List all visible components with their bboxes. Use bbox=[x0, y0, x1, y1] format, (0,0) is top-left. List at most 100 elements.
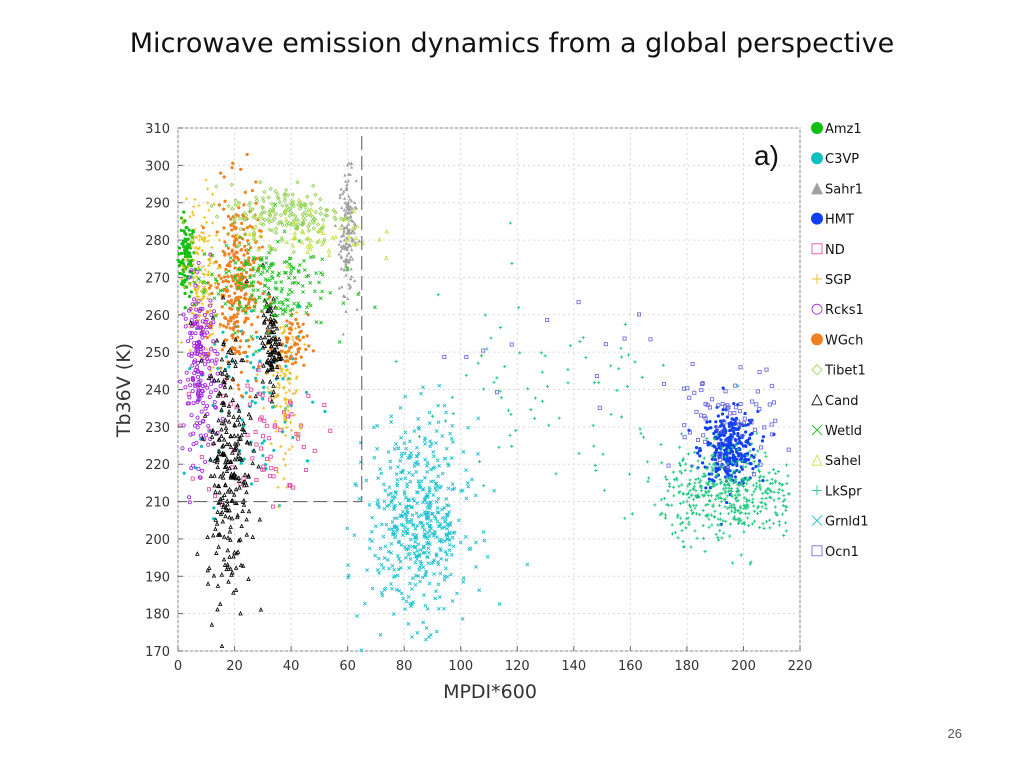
data-point bbox=[464, 468, 468, 473]
data-point bbox=[288, 206, 293, 211]
data-point bbox=[194, 301, 199, 306]
data-point bbox=[202, 413, 208, 418]
data-point bbox=[430, 511, 434, 516]
data-point bbox=[730, 417, 734, 421]
data-point bbox=[185, 401, 190, 406]
data-point bbox=[276, 381, 280, 385]
data-point bbox=[347, 194, 351, 198]
data-point bbox=[356, 292, 361, 297]
data-point bbox=[601, 452, 605, 456]
data-point bbox=[266, 305, 272, 311]
data-point bbox=[225, 561, 230, 567]
data-point bbox=[734, 458, 738, 462]
data-point bbox=[260, 309, 265, 313]
data-point bbox=[666, 463, 671, 468]
data-point bbox=[782, 493, 786, 498]
data-point bbox=[256, 218, 260, 222]
data-point bbox=[711, 482, 715, 486]
data-point bbox=[540, 399, 545, 403]
legend-marker bbox=[811, 364, 823, 376]
data-point bbox=[288, 356, 292, 361]
data-point bbox=[384, 228, 390, 234]
data-point bbox=[728, 501, 732, 506]
data-point bbox=[212, 309, 217, 314]
data-point bbox=[720, 441, 724, 445]
data-point bbox=[246, 576, 251, 582]
data-point bbox=[273, 247, 278, 253]
data-point bbox=[235, 440, 241, 446]
data-point bbox=[208, 382, 213, 387]
data-point bbox=[445, 552, 449, 557]
data-point bbox=[594, 468, 598, 473]
y-axis-title: Tb36V (K) bbox=[113, 343, 135, 438]
data-point bbox=[213, 277, 218, 281]
data-point bbox=[302, 258, 306, 263]
data-point bbox=[349, 210, 353, 214]
data-point bbox=[274, 350, 279, 355]
data-point bbox=[212, 348, 217, 353]
data-point bbox=[270, 335, 276, 340]
data-point bbox=[708, 420, 712, 424]
data-point bbox=[209, 203, 214, 209]
data-point bbox=[230, 357, 235, 362]
data-point bbox=[302, 202, 307, 207]
data-point bbox=[339, 249, 343, 253]
data-point bbox=[233, 359, 238, 364]
data-point bbox=[405, 527, 410, 532]
data-point bbox=[291, 362, 295, 366]
data-point bbox=[577, 451, 581, 455]
data-point bbox=[691, 487, 695, 491]
data-point bbox=[485, 347, 489, 351]
data-point bbox=[348, 286, 352, 290]
data-point bbox=[242, 210, 247, 216]
data-point bbox=[182, 471, 186, 475]
data-point bbox=[210, 272, 214, 277]
data-point bbox=[414, 470, 419, 474]
data-point bbox=[191, 378, 196, 383]
data-point bbox=[274, 295, 279, 300]
data-point bbox=[287, 482, 292, 487]
data-point bbox=[249, 334, 254, 339]
data-point bbox=[290, 322, 294, 326]
data-point bbox=[436, 474, 441, 479]
data-point bbox=[345, 182, 349, 186]
legend-item-c3vp: C3VP bbox=[811, 152, 859, 167]
data-point bbox=[195, 369, 200, 374]
data-point bbox=[353, 235, 359, 241]
data-point bbox=[408, 601, 413, 606]
data-point bbox=[784, 463, 789, 467]
data-point bbox=[405, 517, 409, 522]
data-point bbox=[687, 430, 692, 435]
data-point bbox=[431, 450, 436, 454]
data-point bbox=[450, 482, 455, 487]
data-point bbox=[437, 383, 442, 388]
data-point bbox=[233, 241, 237, 245]
data-point bbox=[192, 312, 196, 316]
data-point bbox=[231, 279, 235, 283]
data-point bbox=[399, 591, 404, 596]
data-point bbox=[731, 472, 735, 476]
data-point bbox=[305, 224, 311, 229]
data-point bbox=[206, 201, 210, 205]
data-point bbox=[285, 204, 290, 210]
data-point bbox=[187, 447, 192, 452]
data-point bbox=[769, 383, 774, 388]
data-point bbox=[294, 431, 299, 436]
data-point bbox=[766, 491, 770, 495]
data-point bbox=[208, 456, 213, 462]
data-point bbox=[216, 500, 221, 505]
data-point bbox=[696, 451, 700, 455]
data-point bbox=[268, 186, 273, 192]
data-point bbox=[697, 513, 702, 517]
data-point bbox=[324, 207, 329, 213]
data-point bbox=[405, 520, 410, 525]
data-point bbox=[346, 563, 351, 568]
data-point bbox=[291, 203, 296, 209]
data-point bbox=[277, 341, 283, 346]
data-point bbox=[481, 348, 486, 353]
data-point bbox=[288, 377, 292, 381]
data-point bbox=[240, 418, 244, 422]
data-point bbox=[460, 617, 465, 621]
data-point bbox=[196, 295, 201, 299]
data-point bbox=[199, 357, 204, 363]
